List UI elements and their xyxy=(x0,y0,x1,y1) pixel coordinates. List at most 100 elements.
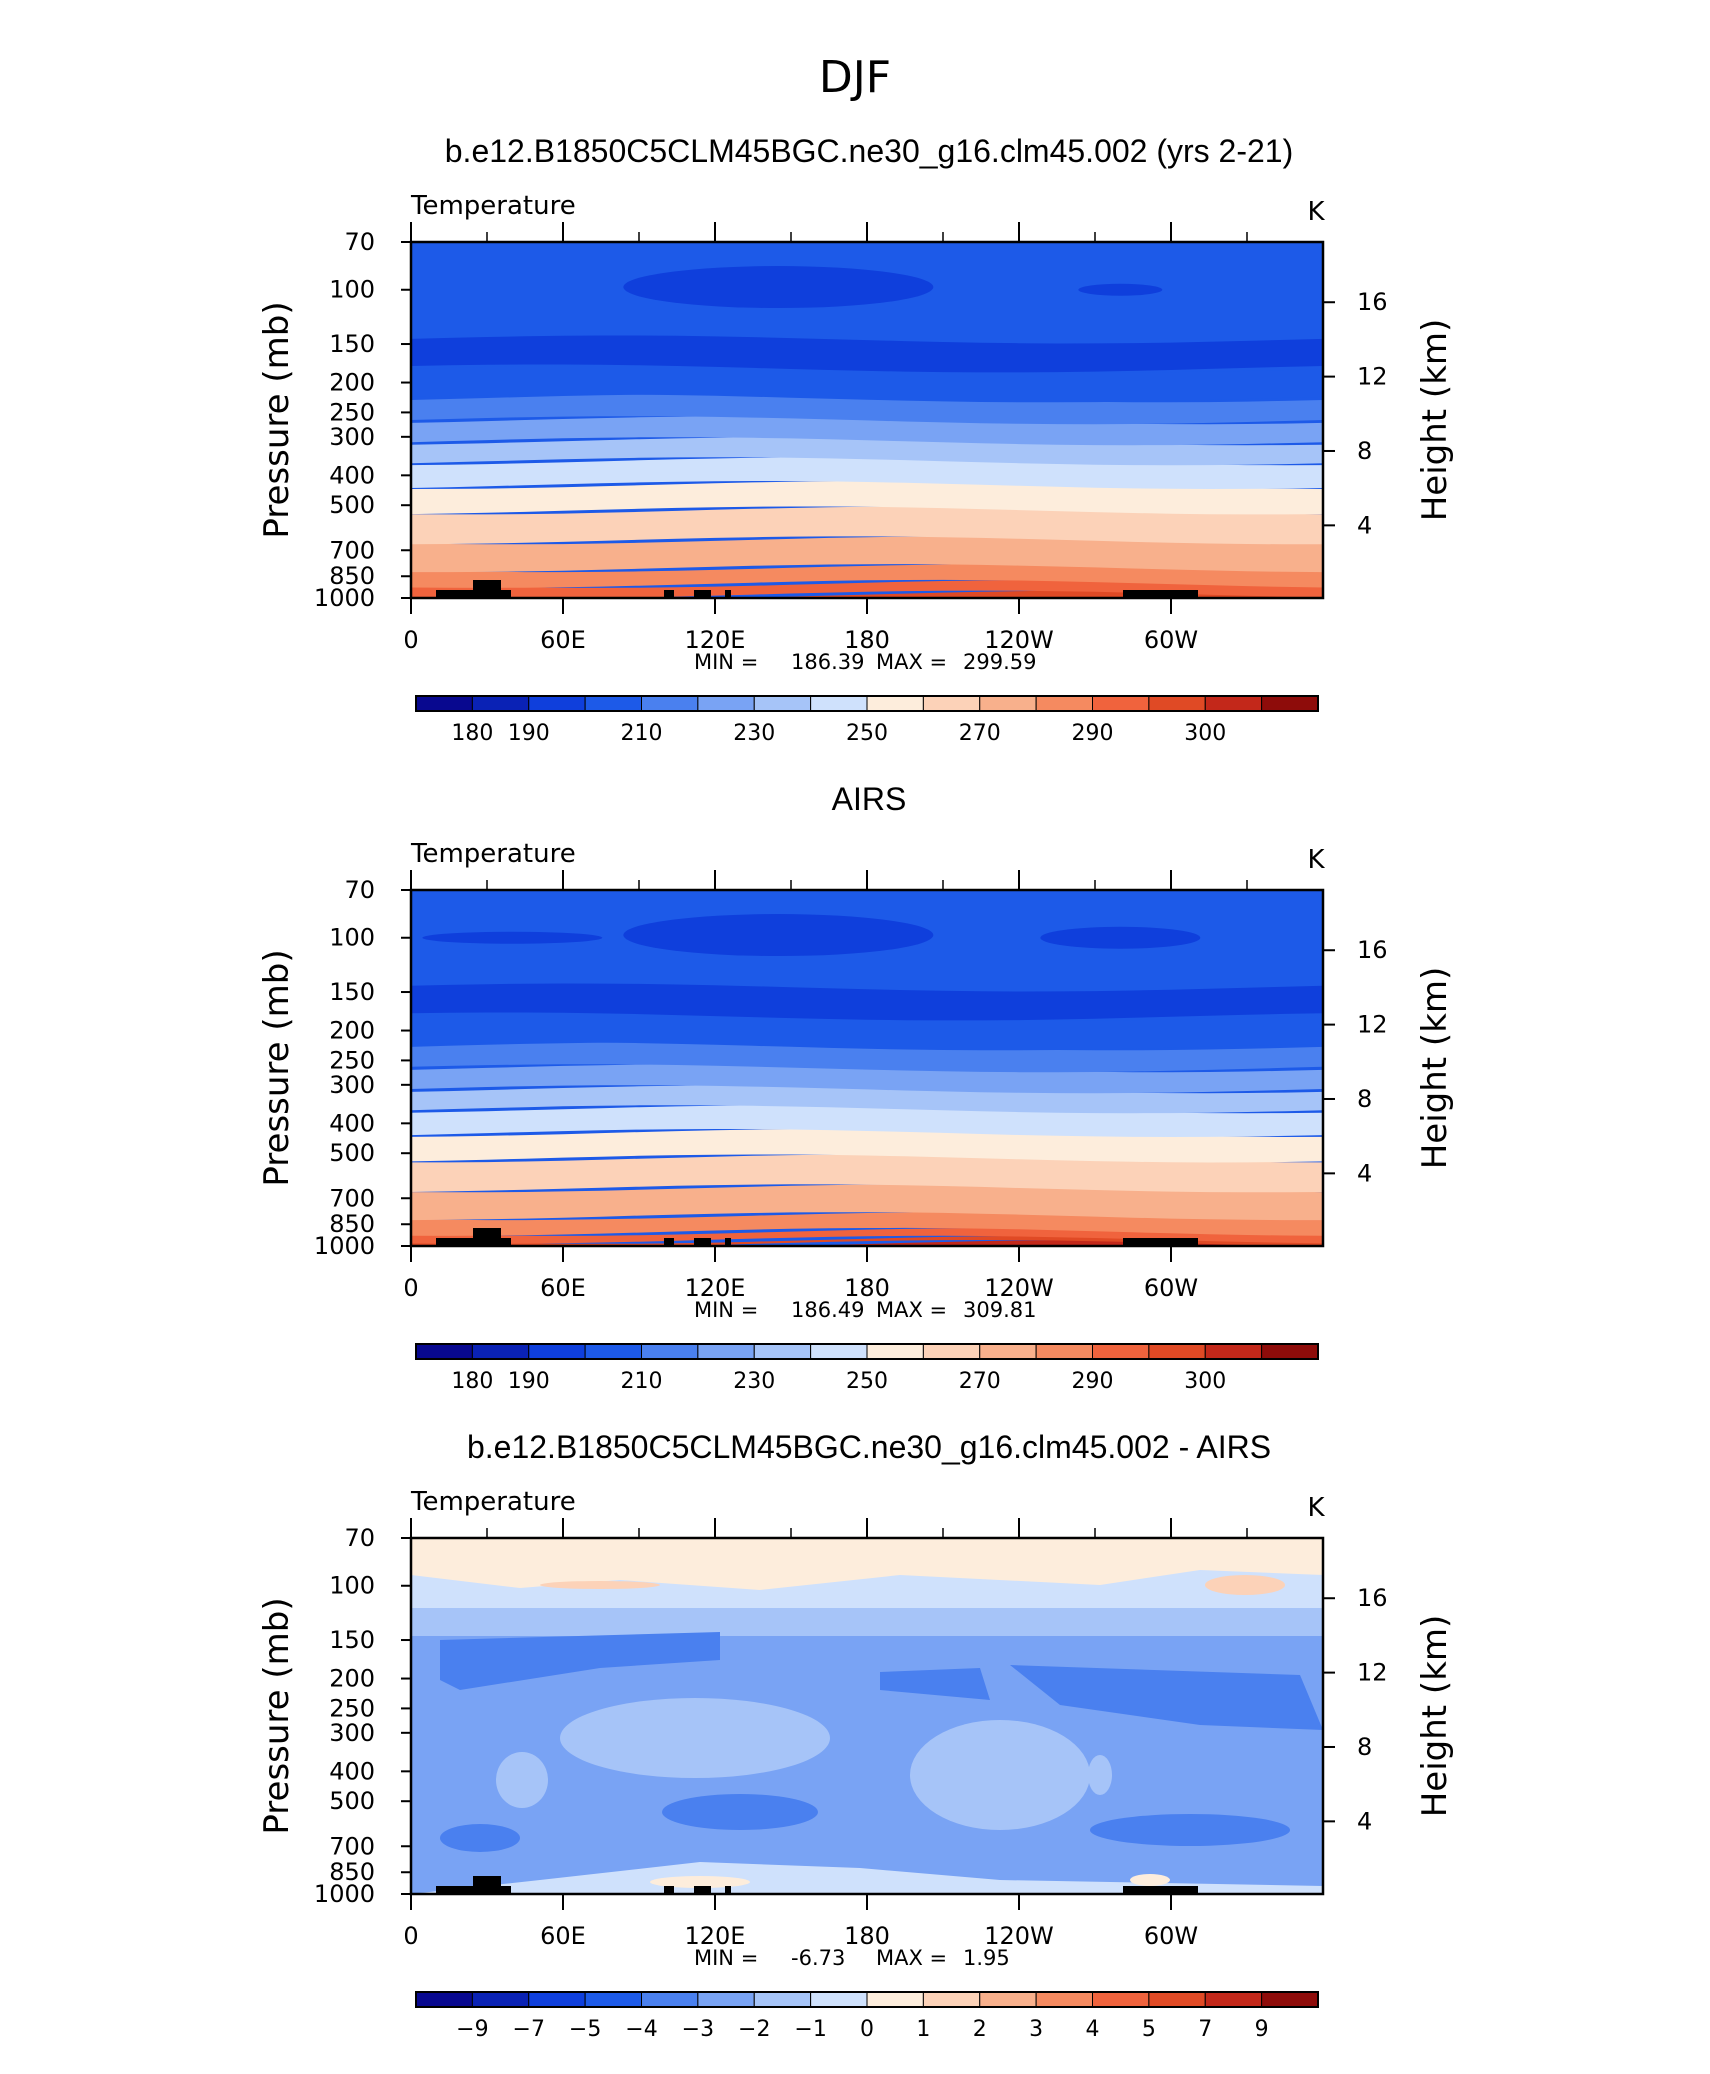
contour-band xyxy=(411,983,1323,1021)
land-mask-block xyxy=(694,1886,711,1894)
land-mask-block xyxy=(664,1238,674,1246)
colorbar-swatch xyxy=(1261,1343,1319,1360)
colorbar-swatch xyxy=(415,1343,473,1360)
contour-band xyxy=(411,1184,1323,1221)
colorbar-swatch xyxy=(1204,695,1263,712)
x-tick-label: 0 xyxy=(403,626,418,654)
colorbar-label: 290 xyxy=(1072,1369,1114,1394)
y-tick-label: 200 xyxy=(329,1017,375,1045)
colorbar-swatch xyxy=(471,695,530,712)
contour-band xyxy=(411,536,1323,573)
colorbar-label: 190 xyxy=(508,721,550,746)
colorbar-swatch xyxy=(641,1991,699,2008)
max-label: MAX = xyxy=(876,1298,947,1322)
y-tick-label: 70 xyxy=(344,1524,375,1552)
y-tick-label: 250 xyxy=(329,398,375,426)
colorbar-swatch xyxy=(979,695,1037,712)
y-tick-label: 700 xyxy=(329,1832,375,1860)
land-mask-block xyxy=(473,1228,501,1246)
x-tick-label: 120E xyxy=(685,626,746,654)
colorbar-label: 210 xyxy=(621,721,663,746)
variable-label: Temperature xyxy=(410,1487,576,1517)
contour-band xyxy=(411,590,1323,598)
land-mask-block xyxy=(694,1238,711,1246)
cold-pool xyxy=(422,931,603,944)
cool-anomaly xyxy=(662,1794,818,1830)
land-mask-block xyxy=(1123,1886,1198,1894)
land-mask-block xyxy=(495,1238,511,1246)
warm-anomaly xyxy=(1130,1874,1170,1886)
y-right-tick-label: 12 xyxy=(1357,1011,1388,1039)
colorbar-label: 2 xyxy=(973,2017,987,2042)
panel-2: b.e12.B1850C5CLM45BGC.ne30_g16.clm45.002… xyxy=(257,1429,1455,2042)
land-mask-block xyxy=(436,1886,481,1894)
y-right-axis-label: Height (km) xyxy=(1415,967,1455,1170)
x-tick-label: 180 xyxy=(844,1922,890,1950)
y-tick-label: 500 xyxy=(329,1787,375,1815)
y-right-tick-label: 4 xyxy=(1357,1159,1372,1187)
colorbar-label: 5 xyxy=(1142,2017,1156,2042)
cool-anomaly xyxy=(440,1824,520,1852)
cool-anomaly xyxy=(880,1668,990,1700)
x-tick-label: 120W xyxy=(984,1922,1054,1950)
x-tick-label: 60W xyxy=(1144,626,1198,654)
y-tick-label: 500 xyxy=(329,491,375,519)
colorbar-swatch xyxy=(979,1991,1037,2008)
x-tick-label: 180 xyxy=(844,626,890,654)
contour-band xyxy=(411,1012,1323,1051)
contour-band xyxy=(411,506,1323,545)
y-right-tick-label: 4 xyxy=(1357,1807,1372,1835)
y-right-tick-label: 16 xyxy=(1357,1584,1388,1612)
land-mask-block xyxy=(1123,1238,1198,1246)
units-label: K xyxy=(1307,197,1325,227)
colorbar-swatch xyxy=(753,1343,812,1360)
y-tick-label: 70 xyxy=(344,228,375,256)
y-right-tick-label: 16 xyxy=(1357,288,1388,316)
min-label: MIN = xyxy=(694,650,758,674)
colorbar-swatch xyxy=(584,695,642,712)
warm-anomaly xyxy=(411,1538,1323,1590)
y-right-tick-label: 16 xyxy=(1357,936,1388,964)
y-tick-label: 1000 xyxy=(314,1232,375,1260)
colorbar-swatch xyxy=(810,1991,868,2008)
y-tick-label: 400 xyxy=(329,1757,375,1785)
figure-title: DJF xyxy=(819,52,891,103)
colorbar-swatch xyxy=(528,1991,586,2008)
colorbar-swatch xyxy=(1148,1343,1206,1360)
variable-label: Temperature xyxy=(410,839,576,869)
x-tick-label: 60E xyxy=(540,626,586,654)
y-tick-label: 150 xyxy=(329,1626,375,1654)
y-tick-label: 200 xyxy=(329,1665,375,1693)
land-mask-block xyxy=(694,590,711,598)
variable-label: Temperature xyxy=(410,191,576,221)
colorbar-label: 300 xyxy=(1184,1369,1226,1394)
contour-band xyxy=(411,481,1323,515)
y-tick-label: 150 xyxy=(329,978,375,1006)
contour-band xyxy=(411,1862,1323,1894)
colorbar-swatch xyxy=(753,695,812,712)
contour-band xyxy=(910,1720,1090,1830)
colorbar-label: 190 xyxy=(508,1369,550,1394)
cold-pool xyxy=(1078,283,1163,296)
land-mask-block xyxy=(725,1238,731,1246)
max-value: 299.59 xyxy=(963,650,1036,674)
land-mask-block xyxy=(495,1886,511,1894)
y-tick-label: 400 xyxy=(329,461,375,489)
contour-band xyxy=(411,1227,1323,1244)
colorbar-label: 4 xyxy=(1086,2017,1100,2042)
colorbar-label: 250 xyxy=(846,721,888,746)
y-tick-label: 850 xyxy=(329,1858,375,1886)
colorbar-swatch xyxy=(922,1343,981,1360)
contour-fill xyxy=(411,242,1323,598)
colorbar-label: 180 xyxy=(451,1369,493,1394)
colorbar-label: 180 xyxy=(451,721,493,746)
colorbar-label: 230 xyxy=(733,721,775,746)
colorbar-label: 0 xyxy=(860,2017,874,2042)
colorbar-swatch xyxy=(1204,1343,1263,1360)
colorbar-swatch xyxy=(866,1991,924,2008)
colorbar-label: −4 xyxy=(625,2017,657,2042)
colorbar-swatch xyxy=(1261,695,1319,712)
min-value: 186.49 xyxy=(791,1298,864,1322)
x-tick-label: 180 xyxy=(844,1274,890,1302)
